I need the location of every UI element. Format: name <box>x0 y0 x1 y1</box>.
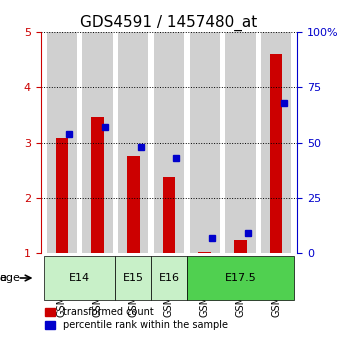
Bar <box>261 32 291 253</box>
Bar <box>127 156 140 253</box>
Text: E14: E14 <box>69 273 90 283</box>
Bar <box>225 32 256 253</box>
FancyBboxPatch shape <box>44 256 116 300</box>
Text: E16: E16 <box>159 273 179 283</box>
Bar <box>198 252 211 253</box>
Bar <box>82 32 113 253</box>
Bar <box>118 32 148 253</box>
Bar <box>56 138 68 253</box>
Legend: transformed count, percentile rank within the sample: transformed count, percentile rank withi… <box>45 308 228 330</box>
Bar <box>154 32 184 253</box>
FancyBboxPatch shape <box>187 256 294 300</box>
Bar <box>234 240 247 253</box>
Bar <box>190 32 220 253</box>
Bar <box>163 177 175 253</box>
Bar <box>91 116 104 253</box>
Title: GDS4591 / 1457480_at: GDS4591 / 1457480_at <box>80 14 258 30</box>
FancyBboxPatch shape <box>116 256 151 300</box>
Text: E17.5: E17.5 <box>224 273 256 283</box>
Text: age: age <box>0 273 20 283</box>
Bar <box>270 54 282 253</box>
Text: age: age <box>0 273 7 283</box>
Text: E15: E15 <box>123 273 144 283</box>
Bar <box>47 32 77 253</box>
FancyBboxPatch shape <box>151 256 187 300</box>
